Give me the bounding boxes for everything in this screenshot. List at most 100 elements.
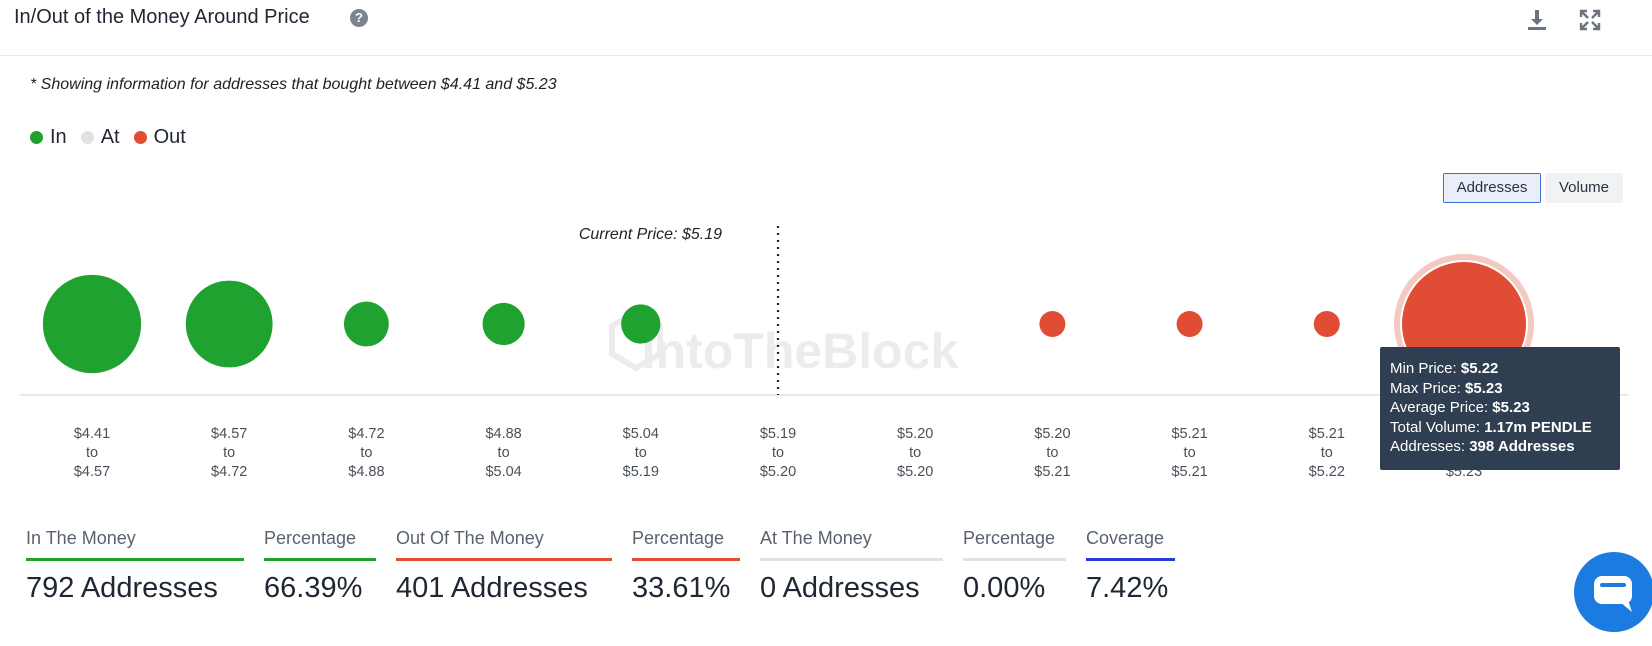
- x-tick-label: to: [772, 445, 784, 461]
- summary-out-percentage: Percentage 33.61%: [632, 528, 740, 605]
- x-tick-label: $5.21: [1309, 426, 1345, 442]
- bubble-out: [1176, 311, 1203, 337]
- volume-toggle[interactable]: Volume: [1545, 173, 1623, 203]
- summary-label: Percentage: [264, 528, 357, 548]
- tooltip-min-price: Min Price: $5.22: [1390, 359, 1610, 379]
- x-tick-label: $5.20: [760, 464, 796, 480]
- summary-label: In The Money: [26, 528, 136, 548]
- x-tick-label: $5.04: [623, 426, 659, 442]
- bubble-in: [343, 301, 389, 347]
- tooltip-max-price: Max Price: $5.23: [1390, 379, 1610, 399]
- summary-value: 0.00%: [963, 572, 1046, 604]
- help-circle-icon[interactable]: ?: [350, 9, 368, 27]
- legend-dot-at: [80, 131, 94, 144]
- summary-value: 792 Addresses: [26, 572, 218, 604]
- legend-dot-out: [133, 131, 147, 144]
- summary-underline: [1086, 558, 1175, 561]
- tooltip-addr-label: Addresses:: [1390, 438, 1470, 455]
- summary-at-the-money: At The Money 0 Addresses: [760, 528, 943, 605]
- x-tick-label: $5.20: [1034, 426, 1070, 442]
- x-tick-label: $4.57: [211, 426, 247, 442]
- download-icon[interactable]: [1525, 8, 1549, 32]
- x-tick-label: $5.21: [1171, 464, 1207, 480]
- summary-coverage: Coverage 7.42%: [1086, 528, 1175, 605]
- x-tick-label: $5.20: [897, 464, 933, 480]
- summary-in-percentage: Percentage 66.39%: [264, 528, 376, 605]
- summary-underline: [26, 558, 244, 561]
- summary-underline: [963, 558, 1066, 561]
- watermark-text: IntoTheBlock: [642, 323, 959, 379]
- bubble-in: [621, 304, 661, 344]
- chat-bubble-icon: [1594, 576, 1632, 612]
- summary-underline: [396, 558, 612, 561]
- legend-item-out[interactable]: Out: [133, 126, 186, 149]
- bubble-in: [42, 274, 142, 374]
- summary-out-of-the-money: Out Of The Money 401 Addresses: [396, 528, 612, 605]
- tooltip-avg-price: Average Price: $5.23: [1390, 398, 1610, 418]
- x-tick-label: to: [360, 445, 372, 461]
- x-tick-label: $4.88: [348, 464, 384, 480]
- summary-label: Out Of The Money: [396, 528, 544, 548]
- summary-value: 33.61%: [632, 572, 731, 604]
- x-tick-label: $4.57: [74, 464, 110, 480]
- legend-label-in: In: [50, 126, 67, 148]
- x-tick-label: $5.19: [623, 464, 659, 480]
- expand-icon[interactable]: [1578, 8, 1602, 32]
- legend-item-in[interactable]: In: [30, 126, 67, 149]
- tooltip-avg-value: $5.23: [1492, 399, 1530, 416]
- tooltip-vol-label: Total Volume:: [1390, 418, 1485, 436]
- addresses-toggle[interactable]: Addresses: [1443, 173, 1541, 203]
- x-tick-label: to: [1321, 445, 1333, 461]
- x-tick-label: to: [223, 445, 235, 461]
- summary-label: Percentage: [632, 528, 725, 548]
- x-tick-label: $5.21: [1171, 426, 1207, 442]
- bubble-out: [1039, 311, 1066, 337]
- x-tick-label: to: [1046, 445, 1058, 461]
- tooltip-avg-label: Average Price:: [1390, 399, 1493, 416]
- x-tick-label: $4.41: [74, 426, 110, 442]
- summary-underline: [264, 558, 376, 561]
- summary-value: 66.39%: [264, 572, 363, 604]
- current-price-label: Current Price: $5.19: [579, 226, 722, 243]
- x-tick-label: to: [498, 445, 510, 461]
- tooltip-vol-value: 1.17m PENDLE: [1484, 418, 1592, 436]
- summary-at-percentage: Percentage 0.00%: [963, 528, 1066, 605]
- summary-value: 7.42%: [1086, 572, 1169, 604]
- summary-label: Percentage: [963, 528, 1056, 548]
- summary-in-the-money: In The Money 792 Addresses: [26, 528, 244, 605]
- legend-label-at: At: [100, 126, 120, 148]
- x-tick-label: $5.20: [897, 426, 933, 442]
- panel-header: In/Out of the Money Around Price ?: [0, 0, 1652, 56]
- bubble-in: [482, 302, 525, 346]
- tooltip-total-volume: Total Volume: 1.17m PENDLE: [1390, 418, 1610, 438]
- summary-label: At The Money: [760, 528, 872, 548]
- summary-label: Coverage: [1086, 528, 1165, 548]
- x-tick-label: $5.04: [485, 464, 521, 480]
- legend-item-at[interactable]: At: [80, 126, 120, 149]
- x-tick-label: to: [86, 445, 98, 461]
- summary-value: 0 Addresses: [760, 572, 920, 604]
- legend: In At Out: [30, 126, 200, 149]
- x-tick-label: $4.72: [348, 426, 384, 442]
- summary-underline: [760, 558, 943, 561]
- x-tick-label: to: [1184, 445, 1196, 461]
- range-note: * Showing information for addresses that…: [30, 76, 557, 93]
- chart-tooltip: Min Price: $5.22 Max Price: $5.23 Averag…: [1380, 347, 1620, 470]
- x-tick-label: to: [635, 445, 647, 461]
- tooltip-max-value: $5.23: [1465, 379, 1503, 397]
- legend-label-out: Out: [153, 126, 186, 148]
- x-tick-label: to: [909, 445, 921, 461]
- summary-underline: [632, 558, 740, 561]
- tooltip-addr-value: 398 Addresses: [1469, 438, 1575, 455]
- tooltip-addresses: Addresses: 398 Addresses: [1390, 437, 1610, 457]
- x-tick-label: $5.19: [760, 426, 796, 442]
- x-tick-label: $4.72: [211, 464, 247, 480]
- chat-button[interactable]: [1574, 552, 1652, 632]
- tooltip-min-label: Min Price:: [1390, 360, 1461, 377]
- tooltip-min-value: $5.22: [1460, 360, 1499, 377]
- bubble-out: [1313, 311, 1340, 337]
- x-tick-label: $4.88: [485, 426, 521, 442]
- x-tick-label: $5.22: [1309, 464, 1345, 480]
- bubble-in: [185, 280, 273, 368]
- legend-dot-in: [30, 131, 43, 144]
